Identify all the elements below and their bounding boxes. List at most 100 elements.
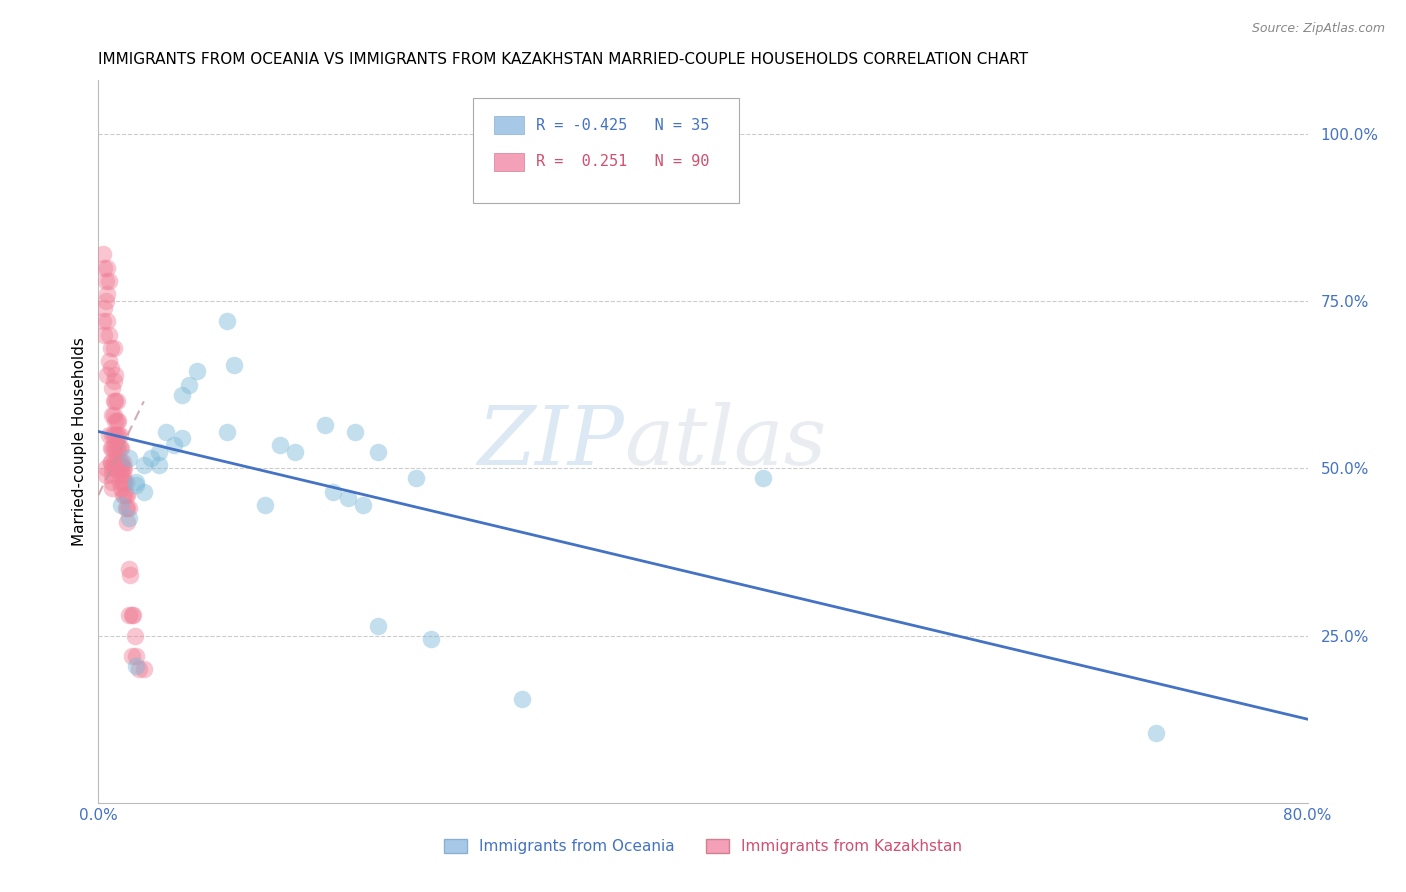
Point xyxy=(103,341,125,355)
Point xyxy=(110,498,132,512)
Bar xyxy=(494,117,524,135)
Point xyxy=(98,327,121,342)
Legend: Immigrants from Oceania, Immigrants from Kazakhstan: Immigrants from Oceania, Immigrants from… xyxy=(439,832,967,860)
Point xyxy=(100,361,122,376)
Point xyxy=(91,247,114,261)
Point xyxy=(120,568,142,582)
Point xyxy=(115,515,138,529)
Point xyxy=(179,377,201,392)
Point xyxy=(103,394,125,409)
Point xyxy=(105,394,128,409)
Point xyxy=(155,425,177,439)
Point xyxy=(111,488,134,502)
Point xyxy=(420,632,443,646)
Point xyxy=(115,501,138,516)
Point xyxy=(108,461,131,475)
Point xyxy=(1144,725,1167,739)
Point xyxy=(101,427,124,442)
Point xyxy=(118,501,141,516)
Point xyxy=(163,438,186,452)
Point xyxy=(104,427,127,442)
Point xyxy=(111,475,134,489)
Point xyxy=(107,455,129,469)
Point xyxy=(100,455,122,469)
Point xyxy=(108,442,131,455)
Point xyxy=(98,427,121,442)
Point xyxy=(148,444,170,458)
Point xyxy=(111,455,134,469)
Point xyxy=(91,314,114,328)
Point xyxy=(132,458,155,472)
Point xyxy=(752,471,775,485)
Point xyxy=(98,354,121,368)
Point xyxy=(96,368,118,382)
Point xyxy=(122,608,145,623)
Point xyxy=(132,662,155,676)
Point xyxy=(170,387,193,401)
Point xyxy=(121,608,143,623)
Point xyxy=(112,488,135,502)
Point xyxy=(96,314,118,328)
Point xyxy=(112,475,135,489)
Point xyxy=(186,364,208,378)
Point xyxy=(114,475,136,489)
FancyBboxPatch shape xyxy=(474,98,740,203)
Point xyxy=(100,341,122,355)
Point xyxy=(101,381,124,395)
Text: R = -0.425   N = 35: R = -0.425 N = 35 xyxy=(536,118,710,133)
Point xyxy=(103,408,125,422)
Point xyxy=(104,455,127,469)
Point xyxy=(121,648,143,663)
Point xyxy=(94,294,117,309)
Point xyxy=(215,314,238,328)
Point xyxy=(107,427,129,442)
Point xyxy=(105,414,128,429)
Point xyxy=(118,608,141,623)
Point xyxy=(114,488,136,502)
Point xyxy=(104,442,127,455)
Point xyxy=(110,442,132,455)
Point xyxy=(104,394,127,409)
Point xyxy=(100,455,122,469)
Point xyxy=(336,491,359,506)
Text: atlas: atlas xyxy=(624,401,827,482)
Point xyxy=(101,442,124,455)
Point xyxy=(107,414,129,429)
Point xyxy=(115,488,138,502)
Point xyxy=(284,444,307,458)
Point xyxy=(105,455,128,469)
Point xyxy=(103,442,125,455)
Point xyxy=(110,455,132,469)
Point xyxy=(101,482,124,496)
Point xyxy=(125,658,148,673)
Point xyxy=(96,260,118,275)
Point xyxy=(104,414,127,429)
Text: IMMIGRANTS FROM OCEANIA VS IMMIGRANTS FROM KAZAKHSTAN MARRIED-COUPLE HOUSEHOLDS : IMMIGRANTS FROM OCEANIA VS IMMIGRANTS FR… xyxy=(98,52,1029,67)
Point xyxy=(107,461,129,475)
Point xyxy=(112,461,135,475)
Point xyxy=(111,461,134,475)
Point xyxy=(108,427,131,442)
Point xyxy=(98,274,121,288)
Point xyxy=(96,287,118,301)
Point xyxy=(224,358,246,372)
Point xyxy=(94,274,117,288)
Point xyxy=(111,467,134,482)
Point xyxy=(510,692,533,706)
Point xyxy=(148,458,170,472)
Point xyxy=(93,301,115,315)
Point xyxy=(132,484,155,499)
Point xyxy=(110,461,132,475)
Point xyxy=(141,451,163,466)
Y-axis label: Married-couple Households: Married-couple Households xyxy=(72,337,87,546)
Point xyxy=(367,444,389,458)
Point xyxy=(103,427,125,442)
Point xyxy=(100,442,122,455)
Point xyxy=(405,471,427,485)
Point xyxy=(118,562,141,576)
Point xyxy=(322,484,344,499)
Point xyxy=(101,461,124,475)
Point xyxy=(93,260,115,275)
Point xyxy=(101,408,124,422)
Point xyxy=(104,368,127,382)
